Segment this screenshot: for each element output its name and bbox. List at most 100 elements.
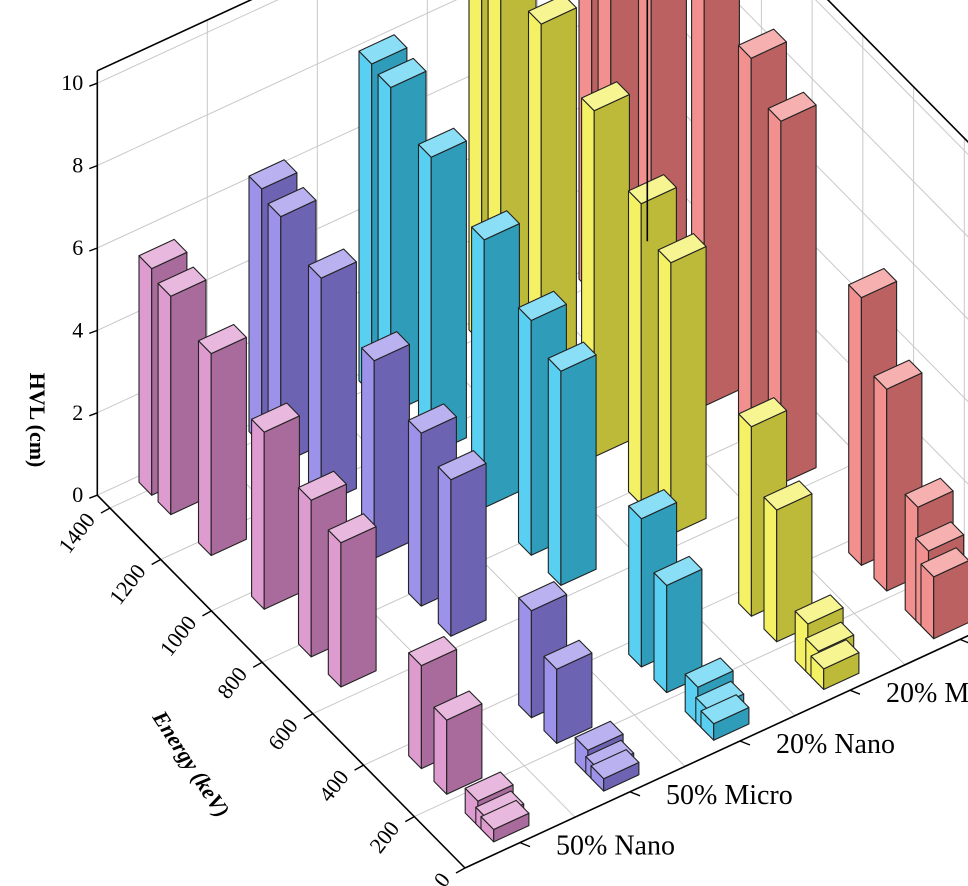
bar	[653, 555, 703, 694]
bar	[437, 450, 487, 637]
wall-grid-horizontal	[97, 0, 968, 156]
bar	[590, 749, 640, 792]
bar-face-left	[738, 413, 752, 617]
bar-face-top	[248, 159, 298, 190]
bar-face-top	[684, 657, 734, 688]
bar-face-top	[377, 57, 427, 89]
bar	[251, 402, 300, 610]
bar	[267, 186, 317, 465]
bar-face-top	[737, 28, 787, 59]
series-label: 20% Nano	[776, 729, 895, 760]
bar-face-top	[628, 489, 678, 520]
series-label: 50% Nano	[556, 831, 675, 862]
chart-frame	[89, 0, 968, 874]
bar-face-top	[518, 581, 568, 612]
bar-face-right	[450, 462, 487, 637]
bar	[377, 57, 427, 414]
bar-face-left	[628, 505, 642, 668]
x-axis-title: Energy (keV)	[147, 705, 235, 821]
y-axis-title: HVL (cm)	[25, 373, 50, 468]
bar-face-top	[471, 210, 520, 241]
bar	[810, 639, 860, 691]
bar-face-left	[297, 486, 312, 658]
frame-edge	[96, 494, 466, 869]
bar-face-top	[805, 621, 855, 652]
x-tick	[100, 507, 111, 514]
bar-face-top	[157, 266, 207, 297]
bar-face-top	[361, 331, 410, 362]
bar	[920, 547, 968, 640]
frame-edge	[96, 0, 253, 72]
bar-face-right	[933, 560, 968, 640]
y-tick	[89, 329, 98, 335]
series-tick	[959, 638, 968, 644]
bar-face-top	[547, 341, 597, 372]
bar-face-left	[408, 652, 422, 770]
bar-face-left	[358, 50, 373, 395]
y-tick	[89, 247, 98, 252]
bar-face-top	[197, 323, 247, 355]
x-tick-label: 200	[364, 816, 404, 857]
bar-face-top	[464, 771, 514, 802]
bar-face-right	[593, 93, 630, 458]
bar-face-right	[320, 261, 357, 506]
bar-face-right	[560, 354, 597, 586]
bar	[433, 690, 483, 795]
series-tick	[849, 689, 861, 695]
bar	[543, 639, 593, 744]
bar-face-left	[138, 255, 153, 496]
x-tick	[303, 713, 314, 720]
y-tick-label: 6	[72, 235, 83, 260]
bar	[767, 91, 817, 485]
x-tick-label: 0	[428, 868, 454, 886]
bar-face-right	[483, 223, 520, 509]
bar-face-top	[810, 639, 860, 670]
bar-face-top	[763, 480, 813, 511]
bars	[138, 0, 968, 843]
bar-face-top	[517, 290, 567, 322]
y-tick	[89, 164, 98, 170]
bar-face-top	[358, 34, 408, 65]
bar-face-left	[763, 496, 778, 643]
bar-face-left	[251, 418, 265, 610]
bar-face-top	[873, 359, 923, 390]
bar-face-left	[417, 143, 432, 455]
bar	[417, 127, 467, 455]
y-tick-label: 8	[72, 153, 83, 178]
bar	[700, 694, 750, 741]
x-tick	[354, 764, 364, 771]
bar-face-left	[873, 375, 888, 592]
bar-face-right	[263, 415, 300, 610]
bar-face-top	[794, 594, 844, 625]
wall-grid-horizontal	[97, 0, 968, 238]
bar-face-top	[581, 81, 630, 112]
bar-face-left	[327, 529, 342, 688]
bar-face-left	[653, 572, 668, 694]
bar-face-top	[627, 174, 677, 205]
bar-face-top	[408, 635, 458, 667]
bar-face-top	[480, 799, 530, 831]
bar-face-left	[407, 419, 422, 607]
series-tick	[739, 740, 751, 746]
bar-face-top	[251, 402, 300, 433]
bar	[327, 513, 377, 688]
bar-face-top	[433, 690, 483, 721]
bar-face-top	[738, 397, 788, 428]
bar-face-top	[297, 470, 347, 501]
bar-face-top	[590, 749, 640, 780]
bar	[657, 233, 707, 536]
bar-face-top	[138, 238, 188, 270]
bar-face-left	[197, 340, 212, 557]
bar-face-left	[543, 655, 558, 744]
series-tick	[629, 791, 641, 797]
x-tick-label: 600	[263, 713, 303, 754]
bar	[307, 248, 357, 506]
bar-face-top	[307, 248, 357, 279]
bar	[157, 266, 207, 516]
bar-face-top	[417, 127, 467, 158]
bar-face-left	[547, 357, 562, 586]
bar	[547, 341, 597, 586]
series-label: 20% Micro	[886, 678, 968, 709]
bar-face-top	[653, 555, 703, 587]
bar	[480, 799, 530, 843]
